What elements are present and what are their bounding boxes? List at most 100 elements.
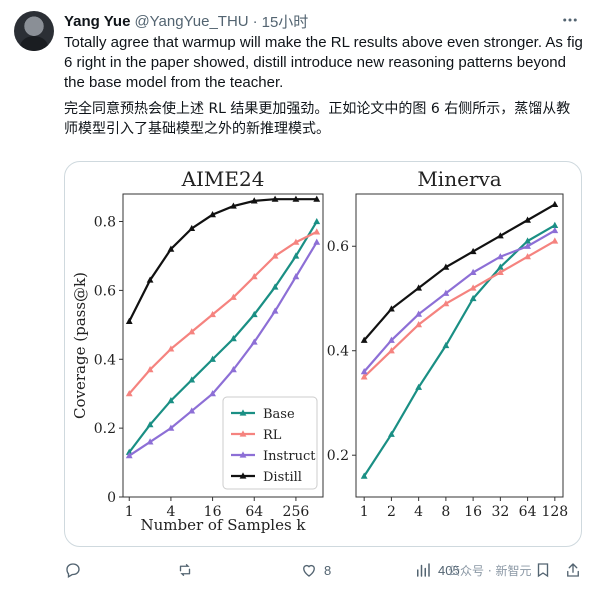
data-point-rl <box>230 293 237 300</box>
x-tick-label: 16 <box>464 504 482 520</box>
tweet-media-image[interactable]: AIME24 0 0.2 0.4 0.6 0.8 1 4 16 64 256 Number of Sa… <box>64 161 582 547</box>
tweet-header: Yang Yue @YangYue_THU · 15小时 <box>64 11 308 31</box>
data-point-rl <box>415 321 423 328</box>
x-tick-label: 4 <box>166 504 175 520</box>
data-point-base <box>230 335 237 342</box>
plot-frame <box>355 193 564 498</box>
data-point-rl <box>360 373 368 380</box>
share-icon <box>567 563 579 577</box>
x-tick-label: 256 <box>283 504 310 520</box>
data-point-distill <box>292 195 300 202</box>
legend-entry-distill: Distill <box>263 470 302 485</box>
tweet-text-translation: 完全同意预热会使上述 RL 结果更加强劲。正如论文中的图 6 右侧所示，蒸馏从教… <box>64 101 571 137</box>
x-tick-label: 64 <box>519 504 537 520</box>
data-point-instruct <box>209 390 216 397</box>
repost-icon <box>179 564 191 576</box>
avatar[interactable] <box>14 11 54 51</box>
y-tick-label: 0.8 <box>94 215 116 231</box>
data-point-base <box>388 430 395 437</box>
data-point-base <box>271 283 279 290</box>
data-point-rl <box>551 237 559 244</box>
chart-minerva: Minerva 0.2 0.4 0.6 1 2 4 8 16 32 64 128 <box>327 167 568 520</box>
data-point-distill <box>271 195 279 202</box>
data-point-distill <box>188 224 196 232</box>
data-point-instruct <box>250 338 258 345</box>
legend-entry-rl: RL <box>263 428 282 443</box>
legend-entry-base: Base <box>263 407 295 422</box>
data-point-distill <box>469 247 477 255</box>
data-point-base <box>524 237 531 244</box>
data-point-distill <box>146 276 154 283</box>
data-point-base <box>146 421 154 428</box>
x-tick-label: 2 <box>387 504 396 520</box>
data-point-rl <box>313 228 321 235</box>
y-tick-label: 0.6 <box>94 283 116 299</box>
bookmark-icon <box>537 563 549 578</box>
data-point-instruct <box>388 336 395 343</box>
data-point-rl <box>271 252 279 259</box>
like-count: 8 <box>324 562 332 578</box>
tweet-timestamp[interactable]: 15小时 <box>261 13 309 31</box>
data-point-distill <box>524 216 531 223</box>
data-point-base <box>496 263 504 270</box>
data-point-base <box>442 341 450 349</box>
data-point-instruct <box>313 238 321 245</box>
data-point-distill <box>125 317 133 324</box>
data-point-base <box>415 383 423 390</box>
chart-title: Minerva <box>417 167 501 191</box>
data-point-instruct <box>167 424 175 431</box>
watermark-text: 公众号 · 新智元 <box>448 564 532 578</box>
data-point-instruct <box>469 268 477 275</box>
data-point-rl <box>524 253 531 260</box>
legend-entry-instruct: Instruct <box>263 449 316 464</box>
legend-marker <box>239 451 247 458</box>
x-tick-label: 64 <box>245 504 263 520</box>
series-line-rl <box>363 240 556 378</box>
more-options-button[interactable] <box>559 9 581 31</box>
data-point-instruct <box>524 242 531 249</box>
data-point-instruct <box>188 407 196 414</box>
legend-box <box>222 396 318 490</box>
x-tick-label: 4 <box>414 504 423 520</box>
bookmark-button[interactable] <box>534 558 552 582</box>
x-tick-label: 16 <box>204 504 222 520</box>
data-point-base <box>469 294 477 302</box>
author-handle[interactable]: @YangYue_THU <box>134 12 249 30</box>
data-point-instruct <box>230 366 237 373</box>
header-separator: · <box>252 12 258 30</box>
plot-frame <box>122 193 324 498</box>
data-point-rl <box>388 347 395 354</box>
share-button[interactable] <box>564 558 582 582</box>
data-point-distill <box>209 211 216 218</box>
data-point-instruct <box>146 438 154 445</box>
legend-marker <box>239 409 247 416</box>
like-button[interactable]: 8 <box>300 558 331 582</box>
x-tick-label: 32 <box>491 504 509 520</box>
data-point-base <box>292 252 300 259</box>
data-point-distill <box>230 202 237 209</box>
y-tick-label: 0.4 <box>94 352 116 368</box>
views-button[interactable]: 405 <box>414 558 460 582</box>
data-point-base <box>360 472 368 479</box>
y-tick-label: 0 <box>107 490 116 506</box>
author-display-name[interactable]: Yang Yue <box>64 12 131 30</box>
data-point-rl <box>209 310 216 318</box>
repost-button[interactable] <box>176 558 200 582</box>
data-point-rl <box>125 390 133 397</box>
data-point-distill <box>250 197 258 204</box>
y-tick-label: 0.6 <box>327 239 349 255</box>
data-point-distill <box>551 200 559 208</box>
more-icon <box>563 18 577 22</box>
series-line-rl <box>128 230 318 395</box>
data-point-distill <box>415 284 423 291</box>
data-point-instruct <box>292 273 300 280</box>
reply-button[interactable] <box>64 558 88 582</box>
data-point-distill <box>167 245 175 252</box>
action-bar: 8 405 <box>64 558 584 582</box>
views-count: 405 <box>438 562 460 578</box>
data-point-rl <box>292 238 300 245</box>
data-point-instruct <box>415 310 423 317</box>
series-line-base <box>128 220 318 453</box>
data-point-rl <box>146 366 154 373</box>
tweet-text-english: Totally agree that warmup will make the … <box>64 34 583 91</box>
